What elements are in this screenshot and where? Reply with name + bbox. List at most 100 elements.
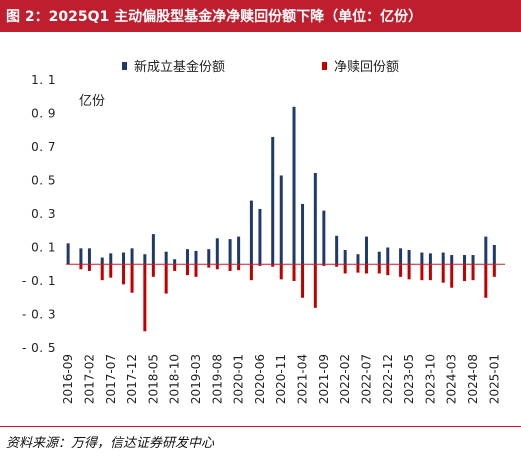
x-tick-label: 2019-03	[189, 354, 203, 404]
bar-net-redemption	[484, 264, 488, 298]
bar-new-issue	[173, 259, 177, 265]
bar-new-issue	[109, 253, 113, 265]
x-tick-label: 2017-12	[125, 354, 139, 404]
bar-net-redemption	[173, 264, 177, 271]
y-tick-label: 0. 7	[31, 140, 56, 154]
bar-net-redemption	[109, 264, 113, 278]
chart-title: 图 2：2025Q1 主动偏股型基金净净赎回份额下降（单位：亿份）	[6, 9, 423, 25]
bar-net-redemption	[194, 264, 198, 277]
x-tick-label: 2020-06	[253, 354, 267, 404]
bar-net-redemption	[441, 264, 445, 283]
bar-new-issue	[122, 252, 126, 265]
chart-area: 新成立基金份额 净赎回份额 亿份 1. 1 0. 9 0. 7 0. 5 0. 3 0. 1 - …	[0, 40, 521, 426]
y-tick-label: 0. 1	[31, 241, 56, 255]
x-tick-label: 2021-04	[296, 354, 310, 404]
legend-swatch	[122, 62, 127, 70]
bar-net-redemption	[271, 264, 275, 267]
x-tick-label: 2023-05	[402, 354, 416, 404]
bar-new-issue	[420, 252, 424, 265]
bar-new-issue	[228, 239, 232, 265]
y-tick-label: 0. 9	[31, 107, 56, 121]
bar-new-issue	[399, 248, 403, 265]
bar-new-issue	[87, 248, 91, 265]
x-tick-label: 2024-03	[445, 354, 459, 404]
y-tick-label: - 0. 5	[22, 341, 56, 355]
bar-net-redemption	[292, 264, 296, 281]
y-tick-label: 0. 3	[31, 207, 56, 221]
title-bar: 图 2：2025Q1 主动偏股型基金净净赎回份额下降（单位：亿份）	[0, 0, 521, 32]
bar-net-redemption	[164, 264, 168, 294]
bar-net-redemption	[322, 264, 326, 266]
bar-net-redemption	[420, 264, 424, 281]
bar-net-redemption	[377, 264, 381, 274]
bar-new-issue	[463, 255, 467, 265]
x-tick-label: 2024-08	[466, 354, 480, 404]
x-tick-label: 2017-07	[104, 354, 118, 404]
bar-net-redemption	[228, 264, 232, 271]
footer-divider	[0, 426, 521, 427]
bar-new-issue	[364, 236, 368, 265]
x-tick-label: 2016-09	[61, 354, 75, 404]
bar-net-redemption	[215, 264, 219, 270]
y-tick-label: 0. 5	[31, 174, 56, 188]
bar-new-issue	[407, 250, 411, 265]
bar-net-redemption	[249, 264, 253, 281]
bar-net-redemption	[185, 264, 189, 276]
bar-new-issue	[335, 235, 339, 265]
bar-net-redemption	[313, 264, 317, 308]
y-tick-label: - 0. 1	[22, 274, 56, 288]
bar-new-issue	[386, 247, 390, 265]
bar-net-redemption	[450, 264, 454, 288]
x-tick-label: 2017-02	[82, 354, 96, 404]
bar-net-redemption	[399, 264, 403, 277]
x-tick-label: 2019-08	[210, 354, 224, 404]
bar-new-issue	[484, 236, 488, 265]
bar-new-issue	[356, 254, 360, 265]
bar-new-issue	[428, 253, 432, 265]
bar-net-redemption	[471, 264, 475, 281]
x-tick-label: 2025-01	[487, 354, 501, 404]
bar-new-issue	[322, 210, 326, 265]
x-tick-label: 2022-02	[338, 354, 352, 404]
bar-new-issue	[100, 257, 104, 265]
x-tick-label: 2018-10	[168, 354, 182, 404]
bar-new-issue	[377, 251, 381, 265]
y-tick-label: - 0. 3	[22, 308, 56, 322]
bar-net-redemption	[122, 264, 126, 285]
x-tick-label: 2020-11	[274, 354, 288, 404]
bar-new-issue	[130, 248, 134, 265]
bar-new-issue	[441, 252, 445, 265]
bar-net-redemption	[279, 264, 283, 280]
bar-net-redemption	[356, 264, 360, 273]
bar-net-redemption	[130, 264, 134, 293]
x-tick-label: 2023-10	[423, 354, 437, 404]
bar-new-issue	[492, 244, 496, 265]
bar-net-redemption	[237, 264, 241, 271]
bar-new-issue	[66, 243, 70, 265]
bar-net-redemption	[143, 264, 147, 332]
bar-new-issue	[151, 234, 155, 265]
legend-swatch	[322, 62, 327, 70]
bar-net-redemption	[79, 264, 83, 270]
bar-new-issue	[249, 200, 253, 265]
x-tick-label: 2018-05	[146, 354, 160, 404]
x-tick-label: 2022-12	[381, 354, 395, 404]
x-tick-label: 2021-09	[317, 354, 331, 404]
bar-new-issue	[237, 236, 241, 265]
bar-new-issue	[450, 255, 454, 265]
bar-new-issue	[471, 255, 475, 265]
y-axis-label: 亿份	[79, 94, 105, 109]
bar-new-issue	[292, 106, 296, 265]
bar-new-issue	[301, 203, 305, 265]
bar-new-issue	[258, 208, 262, 265]
y-tick-label: 1. 1	[31, 73, 56, 87]
bar-net-redemption	[151, 264, 155, 277]
bar-net-redemption	[335, 264, 339, 267]
bar-net-redemption	[343, 264, 347, 274]
bar-net-redemption	[87, 264, 91, 271]
bar-net-redemption	[258, 264, 262, 266]
bar-net-redemption	[492, 264, 496, 277]
bar-new-issue	[271, 136, 275, 265]
bar-new-issue	[194, 250, 198, 265]
